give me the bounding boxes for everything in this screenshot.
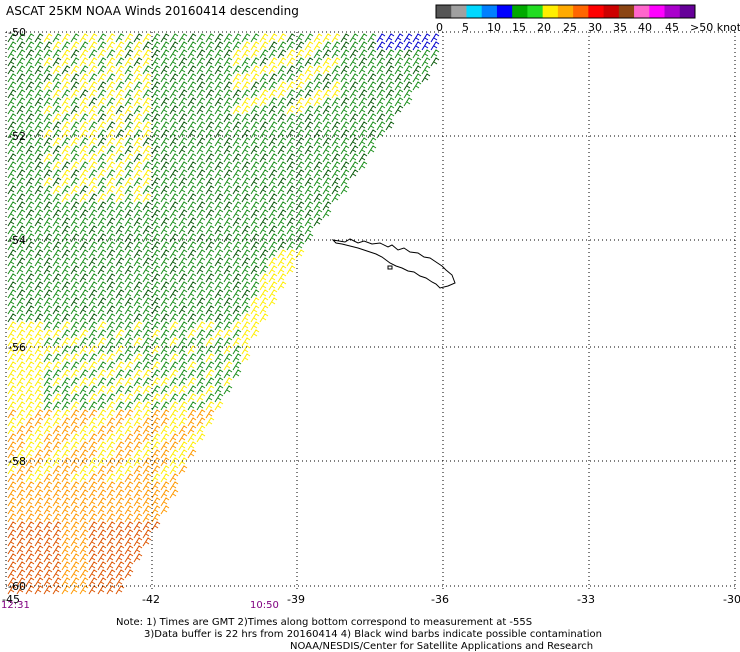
legend-tick-label: >50 knots — [690, 21, 740, 34]
legend-swatch — [679, 5, 696, 18]
wind-barb-group — [7, 33, 341, 483]
legend-swatch — [512, 5, 528, 18]
note-line-2: 3)Data buffer is 22 hrs from 20160414 4)… — [144, 629, 602, 640]
legend-tick-label: 10 — [487, 21, 501, 34]
legend-swatch — [618, 5, 635, 18]
legend-swatch — [496, 5, 513, 18]
time-label-left: 12:31 — [1, 600, 30, 611]
legend-swatch — [451, 5, 467, 18]
legend-swatch — [573, 5, 589, 18]
lat-label: -54 — [8, 234, 26, 247]
island-outline — [331, 238, 456, 289]
legend-tick-label: 45 — [665, 21, 679, 34]
lon-label: -42 — [142, 593, 160, 606]
legend-tick-label: 25 — [563, 21, 577, 34]
lon-label: -30 — [723, 593, 740, 606]
note-line-1: Note: 1) Times are GMT 2)Times along bot… — [116, 617, 533, 628]
wind-barb-layer — [7, 33, 440, 595]
wind-speed-legend: 0 5 10 15 20 25 30 35 40 45 >50 knots — [435, 4, 740, 34]
legend-swatch — [481, 5, 498, 18]
note-line-3: NOAA/NESDIS/Center for Satellite Applica… — [290, 641, 594, 652]
legend-swatch — [436, 5, 452, 18]
legend-tick-label: 20 — [537, 21, 551, 34]
wind-barb-group — [7, 409, 215, 595]
lat-label: -58 — [8, 455, 26, 468]
lon-label: -36 — [431, 593, 449, 606]
legend-swatch — [466, 5, 483, 18]
lat-label: -52 — [8, 130, 26, 143]
wind-barb-group — [376, 33, 440, 51]
legend-tick-label: 5 — [462, 21, 469, 34]
lon-label: -33 — [577, 593, 595, 606]
legend-tick-label: 15 — [512, 21, 526, 34]
south-georgia-coastline — [331, 238, 456, 289]
wind-barb-group — [7, 33, 440, 323]
legend-swatch — [542, 5, 559, 18]
lon-label: -39 — [287, 593, 305, 606]
lat-label: -50 — [8, 26, 26, 39]
legend-swatch — [649, 5, 666, 18]
lon-label: -45 — [2, 593, 20, 606]
legend-tick-label: 30 — [588, 21, 602, 34]
legend-tick-label: 0 — [436, 21, 443, 34]
legend-swatch — [588, 5, 605, 18]
legend-tick-label: 40 — [638, 21, 652, 34]
lat-label: -60 — [8, 580, 26, 593]
legend-swatch — [603, 5, 620, 18]
wind-barb-group — [7, 521, 161, 595]
map-title: ASCAT 25KM NOAA Winds 20160414 descendin… — [6, 4, 299, 18]
legend-tick-label: 35 — [613, 21, 627, 34]
legend-swatch — [557, 5, 574, 18]
island-small — [387, 265, 393, 270]
lat-label: -56 — [8, 341, 26, 354]
legend-frame — [435, 4, 696, 19]
wind-barb-group — [7, 33, 440, 411]
legend-swatch — [527, 5, 544, 18]
legend-swatch — [634, 5, 650, 18]
time-label-mid: 10:50 — [250, 600, 279, 611]
graticule: -50 -52 -54 -56 -58 -60-45 -42 -39 -36 -33 -30 — [2, 26, 740, 606]
legend-swatch — [664, 5, 681, 18]
